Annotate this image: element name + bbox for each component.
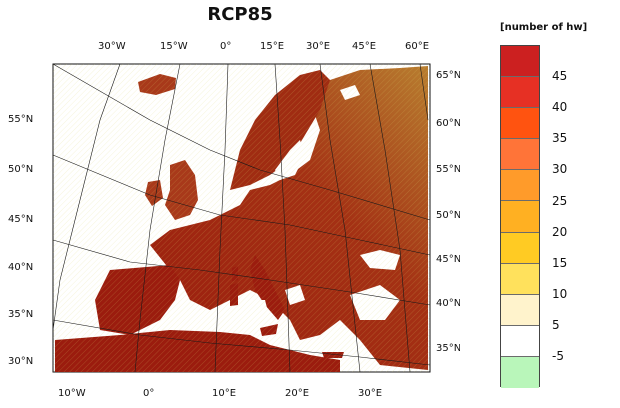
legend-label: 40 <box>552 100 568 115</box>
legend-color-box <box>501 77 539 109</box>
map-title: RCP85 <box>207 4 273 25</box>
legend-color-box <box>501 356 539 389</box>
legend-color-box <box>501 108 539 140</box>
map-area: 30°W 15°W 0° 15°E 30°E 45°E 60°E 10°W 0°… <box>8 41 461 399</box>
legend-color-box <box>501 139 539 171</box>
legend-label: 25 <box>552 193 568 208</box>
tick-right-1: 60°N <box>436 118 460 129</box>
tick-top-2: 0° <box>220 41 231 52</box>
tick-top-6: 60°E <box>405 41 429 52</box>
graticule <box>52 63 431 373</box>
tick-top-4: 30°E <box>306 41 330 52</box>
tick-left-4: 35°N <box>8 309 33 320</box>
legend-label: 10 <box>552 286 568 301</box>
tick-right-0: 65°N <box>436 70 460 81</box>
legend-label: 5 <box>552 317 560 332</box>
tick-bottom-2: 10°E <box>212 388 236 399</box>
tick-left-2: 45°N <box>8 214 33 225</box>
map-svg: 30°W 15°W 0° 15°E 30°E 45°E 60°E 10°W 0°… <box>8 41 461 399</box>
tick-left-3: 40°N <box>8 262 33 273</box>
tick-right-6: 35°N <box>436 343 460 354</box>
tick-bottom-0: 10°W <box>58 388 86 399</box>
legend-label: -5 <box>552 349 564 363</box>
tick-left-1: 50°N <box>8 164 33 175</box>
tick-left-5: 30°N <box>8 356 33 367</box>
legend-color-box <box>501 201 539 233</box>
tick-bottom-4: 30°E <box>358 388 382 399</box>
tick-bottom-3: 20°E <box>285 388 309 399</box>
tick-bottom-1: 0° <box>143 388 154 399</box>
legend-color-box <box>501 232 539 264</box>
legend-label: 30 <box>552 162 568 177</box>
legend-label: 35 <box>552 131 568 146</box>
tick-top-3: 15°E <box>260 41 284 52</box>
tick-top-0: 30°W <box>98 41 126 52</box>
legend-color-box <box>501 170 539 202</box>
axis-labels: 30°W 15°W 0° 15°E 30°E 45°E 60°E 10°W 0°… <box>8 41 461 399</box>
tick-top-1: 15°W <box>160 41 188 52</box>
tick-right-5: 40°N <box>436 298 460 309</box>
tick-right-4: 45°N <box>436 254 460 265</box>
legend-label: 15 <box>552 255 568 270</box>
tick-right-3: 50°N <box>436 210 460 221</box>
legend-color-box <box>501 263 539 295</box>
legend-label: 20 <box>552 224 568 239</box>
legend-colorbar <box>500 45 540 389</box>
legend-color-box <box>501 325 539 357</box>
legend-label: 45 <box>552 69 568 84</box>
legend-color-box <box>501 46 539 78</box>
tick-right-2: 55°N <box>436 164 460 175</box>
legend-title: [number of hw] <box>500 22 588 33</box>
tick-top-5: 45°E <box>352 41 376 52</box>
tick-left-0: 55°N <box>8 114 33 125</box>
legend-color-box <box>501 294 539 326</box>
